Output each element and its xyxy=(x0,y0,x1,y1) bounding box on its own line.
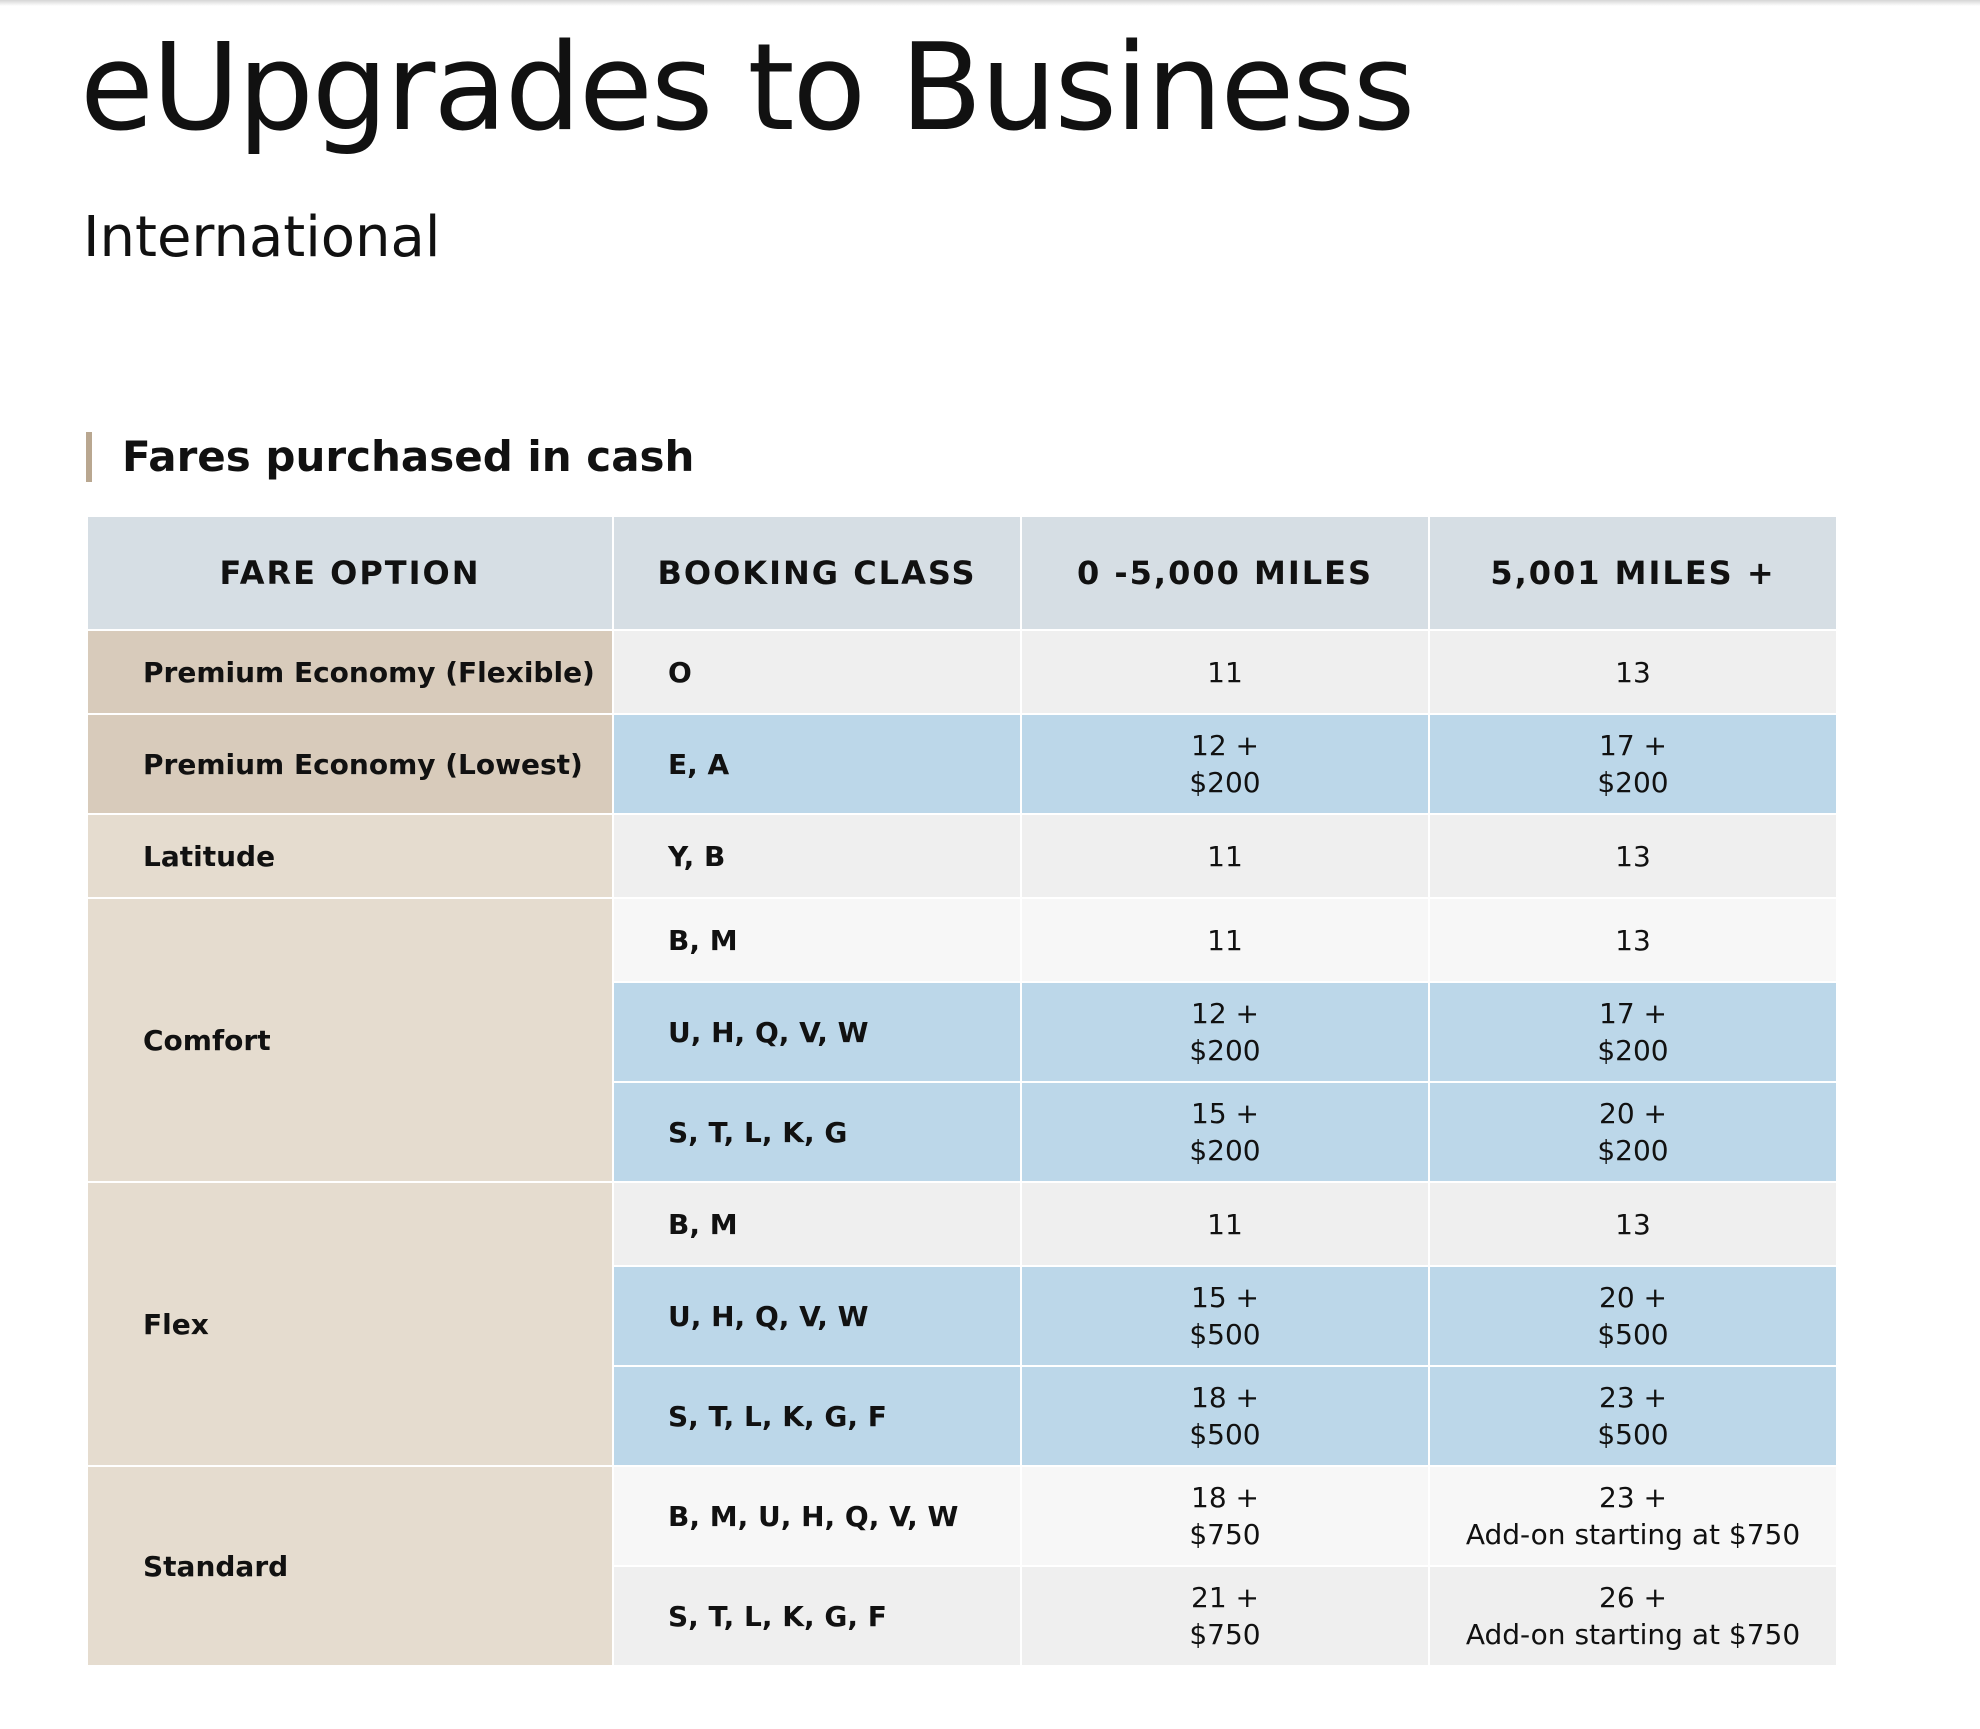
table-row: Standard B, M, U, H, Q, V, W 18 + $750 23… xyxy=(86,1465,1838,1667)
table-row: Premium Economy (Flexible) O 11 13 xyxy=(86,629,1838,715)
upgrade-count: 23 + xyxy=(1599,1481,1667,1514)
upgrade-count: 18 + xyxy=(1191,1481,1259,1514)
long-haul-cell: 13 xyxy=(1428,1181,1838,1267)
page-title: eUpgrades to Business xyxy=(80,19,1415,158)
booking-class-cell: B, M xyxy=(612,897,1022,983)
short-haul-cell: 11 xyxy=(1020,897,1430,983)
top-edge-shadow xyxy=(0,0,1980,6)
upgrade-fee: $750 xyxy=(1189,1518,1261,1551)
booking-class-cell: O xyxy=(612,629,1022,715)
long-haul-cell: 17 + $200 xyxy=(1428,713,1838,815)
short-haul-cell: 11 xyxy=(1020,813,1430,899)
upgrade-count: 26 + xyxy=(1599,1581,1667,1614)
upgrade-fee: $500 xyxy=(1597,1418,1669,1451)
table-row: Premium Economy (Lowest) E, A 12 + $200 1… xyxy=(86,713,1838,815)
upgrade-count: 11 xyxy=(1207,1207,1243,1241)
table-row: Comfort B, M 11 13 xyxy=(86,897,1838,1183)
booking-class-cell: S, T, L, K, G xyxy=(612,1081,1022,1183)
upgrade-fee: $500 xyxy=(1189,1318,1261,1351)
upgrade-count: 12 + xyxy=(1191,729,1259,762)
booking-class-cell: Y, B xyxy=(612,813,1022,899)
upgrade-fee: $200 xyxy=(1597,1134,1669,1167)
upgrade-count: 11 xyxy=(1207,923,1243,957)
short-haul-cell: 15 + $200 xyxy=(1020,1081,1430,1183)
upgrade-fee: Add-on starting at $750 xyxy=(1465,1618,1801,1651)
upgrade-count: 18 + xyxy=(1191,1381,1259,1414)
long-haul-cell: 26 + Add-on starting at $750 xyxy=(1428,1565,1838,1667)
upgrade-fee: $200 xyxy=(1189,766,1261,799)
upgrade-fee: $200 xyxy=(1189,1034,1261,1067)
long-haul-cell: 23 + $500 xyxy=(1428,1365,1838,1467)
upgrade-count: 13 xyxy=(1615,839,1651,873)
upgrade-fee: $200 xyxy=(1597,766,1669,799)
booking-class-cell: S, T, L, K, G, F xyxy=(612,1365,1022,1467)
short-haul-cell: 18 + $750 xyxy=(1020,1465,1430,1567)
long-haul-cell: 13 xyxy=(1428,897,1838,983)
fare-option-cell: Premium Economy (Lowest) xyxy=(86,713,614,815)
column-header-fare-option: FARE OPTION xyxy=(86,515,614,631)
upgrade-fee: $750 xyxy=(1189,1618,1261,1651)
table-row: U, H, Q, V, W 12 + $200 17 + $200 xyxy=(87,981,1838,1083)
upgrade-count: 15 + xyxy=(1191,1097,1259,1130)
fare-option-cell: Comfort xyxy=(86,897,614,1183)
fare-option-cell: Flex xyxy=(86,1181,614,1467)
upgrade-fee: Add-on starting at $750 xyxy=(1465,1518,1801,1551)
fare-option-cell: Premium Economy (Flexible) xyxy=(86,629,614,715)
upgrade-count: 12 + xyxy=(1191,997,1259,1030)
short-haul-cell: 18 + $500 xyxy=(1020,1365,1430,1467)
booking-class-cell: B, M xyxy=(612,1181,1022,1267)
upgrade-count: 17 + xyxy=(1599,729,1667,762)
upgrade-count: 21 + xyxy=(1191,1581,1259,1614)
table-row: U, H, Q, V, W 15 + $500 20 + $500 xyxy=(87,1265,1838,1367)
upgrade-count: 17 + xyxy=(1599,997,1667,1030)
short-haul-cell: 11 xyxy=(1020,1181,1430,1267)
upgrade-count: 13 xyxy=(1615,1207,1651,1241)
long-haul-cell: 13 xyxy=(1428,813,1838,899)
page-subtitle: International xyxy=(83,205,441,270)
booking-class-cell: U, H, Q, V, W xyxy=(612,981,1022,1083)
table-row: S, T, L, K, G, F 21 + $750 26 + Add-on sta… xyxy=(87,1565,1838,1667)
upgrade-count: 20 + xyxy=(1599,1097,1667,1130)
upgrade-fee: $500 xyxy=(1189,1418,1261,1451)
booking-class-cell: U, H, Q, V, W xyxy=(612,1265,1022,1367)
booking-class-cell: S, T, L, K, G, F xyxy=(612,1565,1022,1667)
upgrade-count: 11 xyxy=(1207,655,1243,689)
booking-class-cell: B, M, U, H, Q, V, W xyxy=(612,1465,1022,1567)
upgrade-count: 13 xyxy=(1615,923,1651,957)
upgrade-fee: $200 xyxy=(1189,1134,1261,1167)
long-haul-cell: 20 + $200 xyxy=(1428,1081,1838,1183)
table-header-row: FARE OPTION BOOKING CLASS 0 -5,000 MILES… xyxy=(86,515,1838,631)
table-row: Flex B, M 11 13 xyxy=(86,1181,1838,1467)
column-header-5001-miles-plus: 5,001 MILES + xyxy=(1428,515,1838,631)
column-header-0-5000-miles: 0 -5,000 MILES xyxy=(1020,515,1430,631)
short-haul-cell: 21 + $750 xyxy=(1020,1565,1430,1667)
long-haul-cell: 17 + $200 xyxy=(1428,981,1838,1083)
table-row: Latitude Y, B 11 13 xyxy=(86,813,1838,899)
fare-option-cell: Standard xyxy=(86,1465,614,1667)
long-haul-cell: 23 + Add-on starting at $750 xyxy=(1428,1465,1838,1567)
fare-option-cell: Latitude xyxy=(86,813,614,899)
long-haul-cell: 13 xyxy=(1428,629,1838,715)
booking-class-cell: E, A xyxy=(612,713,1022,815)
upgrade-count: 20 + xyxy=(1599,1281,1667,1314)
upgrade-fee: $200 xyxy=(1597,1034,1669,1067)
short-haul-cell: 15 + $500 xyxy=(1020,1265,1430,1367)
upgrade-count: 11 xyxy=(1207,839,1243,873)
long-haul-cell: 20 + $500 xyxy=(1428,1265,1838,1367)
upgrade-fee: $500 xyxy=(1597,1318,1669,1351)
short-haul-cell: 12 + $200 xyxy=(1020,981,1430,1083)
upgrade-count: 23 + xyxy=(1599,1381,1667,1414)
section-heading: Fares purchased in cash xyxy=(86,432,694,482)
short-haul-cell: 12 + $200 xyxy=(1020,713,1430,815)
upgrade-count: 13 xyxy=(1615,655,1651,689)
fare-table: FARE OPTION BOOKING CLASS 0 -5,000 MILES… xyxy=(86,515,1838,1667)
column-header-booking-class: BOOKING CLASS xyxy=(612,515,1022,631)
short-haul-cell: 11 xyxy=(1020,629,1430,715)
upgrade-count: 15 + xyxy=(1191,1281,1259,1314)
